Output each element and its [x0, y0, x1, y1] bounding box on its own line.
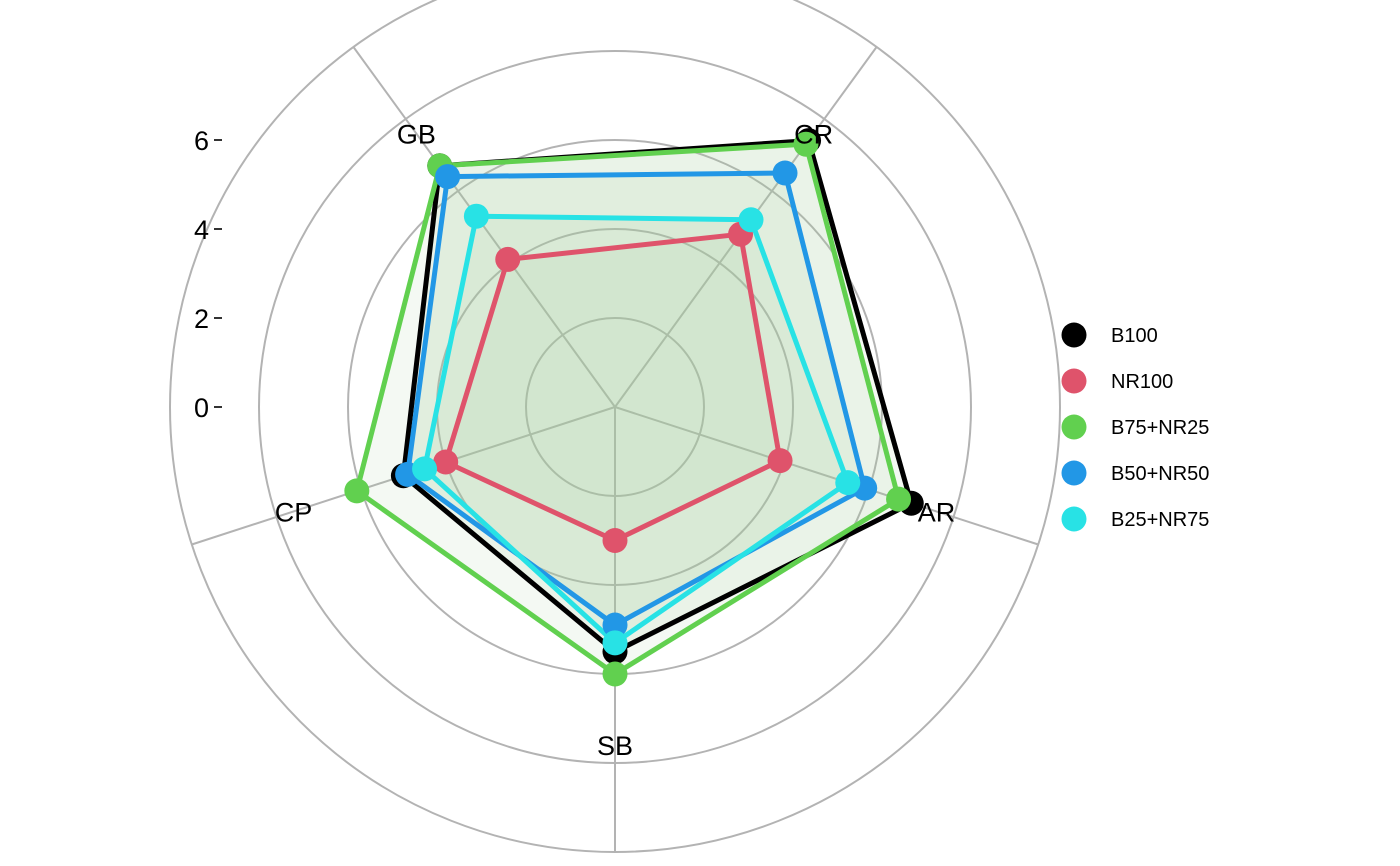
axis-label-cp: CP [275, 497, 313, 527]
legend-key-0 [1061, 322, 1087, 348]
point-3-gb [435, 164, 461, 190]
legend: B100 NR100 B75+NR25 B50+NR50 B25+NR75 [1061, 322, 1209, 532]
point-4-gb [463, 203, 489, 229]
series-fill-1 [445, 234, 781, 541]
point-4-cp [412, 456, 438, 482]
point-4-ar [835, 470, 861, 496]
point-1-gb [495, 246, 521, 272]
tick-label-3: 6 [194, 126, 209, 156]
series-points [344, 128, 924, 687]
axis-label-gb: GB [397, 120, 436, 150]
legend-key-4 [1061, 506, 1087, 532]
point-2-sb [602, 661, 628, 687]
legend-label-0: B100 [1111, 325, 1158, 347]
tick-label-2: 4 [194, 215, 209, 245]
legend-label-3: B50+NR50 [1111, 463, 1209, 485]
spoke-ar [614, 406, 1039, 546]
axis-label-cr: CR [794, 120, 833, 150]
legend-label-1: NR100 [1111, 371, 1173, 393]
point-2-ar [886, 486, 912, 512]
series-lines [354, 138, 914, 677]
series-fill-4 [424, 216, 848, 643]
tick-label-0: 0 [194, 393, 209, 423]
radial-ticks: 0 2 4 6 [194, 126, 222, 423]
series-line-4 [422, 213, 851, 646]
legend-label-2: B75+NR25 [1111, 417, 1209, 439]
tick-label-1: 2 [194, 304, 209, 334]
axis-labels: CR AR SB CP GB [275, 120, 955, 761]
series-line-1 [443, 231, 783, 543]
point-2-cr [793, 131, 819, 157]
series-line-2 [354, 141, 902, 677]
axis-label-ar: AR [918, 497, 956, 527]
axis-label-sb: SB [597, 731, 633, 761]
legend-key-1 [1061, 368, 1087, 394]
spoke-gb [352, 46, 616, 408]
point-3-cr [772, 160, 798, 186]
point-4-cr [738, 207, 764, 233]
legend-key-2 [1061, 414, 1087, 440]
point-1-ar [767, 448, 793, 474]
legend-key-3 [1061, 460, 1087, 486]
point-2-cp [344, 478, 370, 504]
point-1-sb [602, 528, 628, 553]
point-1-cp [433, 449, 459, 475]
point-3-sb [602, 612, 628, 638]
point-4-sb [602, 630, 628, 656]
legend-label-4: B25+NR75 [1111, 509, 1209, 531]
